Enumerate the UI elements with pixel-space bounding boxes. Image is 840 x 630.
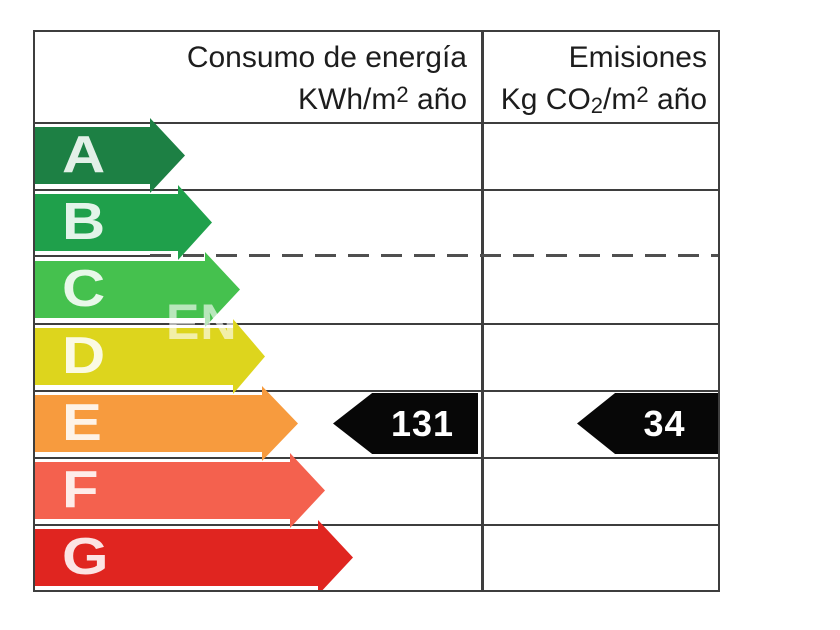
emissions-value-arrow: 34 xyxy=(577,393,718,454)
row-divider-f-g xyxy=(35,457,718,459)
rating-bar-f-arrow-icon xyxy=(35,453,325,528)
superscript-2: 2 xyxy=(396,82,409,107)
rating-letter-f: F xyxy=(62,461,99,519)
row-divider-c-d-solid xyxy=(35,255,150,257)
rating-bar-e-arrow-icon xyxy=(35,386,298,461)
rating-bar-d-arrow-icon xyxy=(35,319,265,394)
rating-letter-g: G xyxy=(62,528,109,586)
emissions-column-header: Emisiones Kg CO2/m2 año xyxy=(487,39,707,124)
rating-letter-b: B xyxy=(62,193,106,251)
rating-letter-d: D xyxy=(62,327,106,385)
column-divider xyxy=(481,32,484,590)
rating-bar-b-arrow-icon xyxy=(35,185,212,260)
emissions-header-line1: Emisiones xyxy=(568,41,707,74)
rating-table: Consumo de energía KWh/m2 año Emisiones … xyxy=(33,30,720,592)
consumption-value-arrow: 131 xyxy=(333,393,478,454)
consumption-value: 131 xyxy=(390,402,455,444)
row-divider-g-bottom xyxy=(35,524,718,526)
header-bottom-border xyxy=(35,122,718,124)
consumption-header-line1: Consumo de energía xyxy=(186,41,467,74)
row-divider-e-f xyxy=(35,390,718,392)
row-divider-d-e xyxy=(35,323,718,325)
consumption-header-line2: KWh/m2 año xyxy=(298,82,467,116)
rating-bar-a-arrow-icon xyxy=(35,118,185,193)
rating-letter-a: A xyxy=(62,126,106,184)
subscript-2: 2 xyxy=(590,93,604,118)
consumption-column-header: Consumo de energía KWh/m2 año xyxy=(35,39,467,118)
superscript-2: 2 xyxy=(636,82,649,107)
rating-letter-c: C xyxy=(62,260,106,318)
rating-letter-e: E xyxy=(62,394,102,452)
rating-bar-c-arrow-icon xyxy=(35,252,240,327)
emissions-value: 34 xyxy=(643,402,686,444)
row-divider-a-b xyxy=(35,189,718,191)
emissions-header-line2: Kg CO2/m2 año xyxy=(500,82,707,118)
row-divider-c-d-dashed xyxy=(150,254,718,257)
rating-bar-g-arrow-icon xyxy=(35,520,353,590)
